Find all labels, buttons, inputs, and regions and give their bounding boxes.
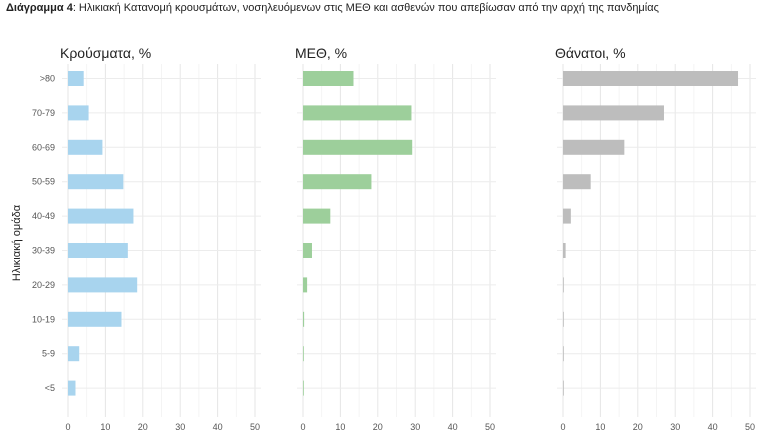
panel-title-0: Κρούσματα, % <box>60 45 151 61</box>
x-tick-label-0-30: 30 <box>175 422 185 432</box>
bar-0-60-69 <box>68 139 103 155</box>
x-tick-label-2-10: 10 <box>595 422 605 432</box>
bar-2-30-39 <box>563 243 566 258</box>
bar-2-5-9 <box>563 346 564 362</box>
x-tick-label-0-20: 20 <box>138 422 148 432</box>
bar-2-60-69 <box>563 139 625 155</box>
bar-0-5-9 <box>68 346 80 362</box>
bar-1-60-69 <box>303 139 413 155</box>
bar-2-80 <box>563 71 739 86</box>
bar-2-50-59 <box>563 174 591 190</box>
bar-2-10-19 <box>563 311 564 327</box>
bar-0-10-19 <box>68 311 122 327</box>
bar-1-50-59 <box>303 174 372 190</box>
x-tick-label-2-20: 20 <box>633 422 643 432</box>
x-tick-label-2-40: 40 <box>708 422 718 432</box>
x-tick-label-0-0: 0 <box>65 422 70 432</box>
y-tick-label-70-79: 70-79 <box>32 108 55 118</box>
x-tick-label-1-0: 0 <box>300 422 305 432</box>
x-tick-label-0-10: 10 <box>100 422 110 432</box>
bar-0-20-29 <box>68 277 138 293</box>
y-tick-label-30-39: 30-39 <box>32 246 55 256</box>
x-tick-label-2-50: 50 <box>745 422 755 432</box>
bar-1-30-39 <box>303 243 312 258</box>
y-tick-label-50-59: 50-59 <box>32 177 55 187</box>
bar-2-40-49 <box>563 208 571 224</box>
x-tick-label-1-50: 50 <box>485 422 495 432</box>
bar-0-50-59 <box>68 174 124 190</box>
bar-2-70-79 <box>563 105 664 121</box>
x-tick-label-2-30: 30 <box>670 422 680 432</box>
bar-1-40-49 <box>303 208 331 224</box>
caption-text: : Ηλικιακή Κατανομή κρουσμάτων, νοσηλευό… <box>72 2 659 14</box>
x-tick-label-2-0: 0 <box>560 422 565 432</box>
y-tick-label-5: <5 <box>45 383 55 393</box>
x-tick-label-0-40: 40 <box>213 422 223 432</box>
bar-1-10-19 <box>303 311 305 327</box>
bar-1-20-29 <box>303 277 308 293</box>
y-tick-label-20-29: 20-29 <box>32 280 55 290</box>
x-tick-label-1-10: 10 <box>335 422 345 432</box>
bar-0-70-79 <box>68 105 89 121</box>
bar-2-20-29 <box>563 277 564 293</box>
bar-1-5 <box>303 380 304 396</box>
y-tick-label-60-69: 60-69 <box>32 142 55 152</box>
bar-1-5-9 <box>303 346 304 362</box>
bar-1-70-79 <box>303 105 412 121</box>
bar-1-80 <box>303 71 354 86</box>
x-tick-label-1-30: 30 <box>410 422 420 432</box>
y-tick-label-40-49: 40-49 <box>32 211 55 221</box>
x-tick-label-1-40: 40 <box>448 422 458 432</box>
x-tick-label-0-50: 50 <box>250 422 260 432</box>
y-tick-label-5-9: 5-9 <box>42 349 55 359</box>
bar-0-5 <box>68 380 76 396</box>
bar-2-5 <box>563 380 564 396</box>
panel-title-1: ΜΕΘ, % <box>295 45 347 61</box>
bar-0-30-39 <box>68 243 128 258</box>
caption-label: Διάγραμμα 4 <box>6 2 73 14</box>
panel-title-2: Θάνατοι, % <box>555 45 626 61</box>
y-tick-label-80: >80 <box>40 74 55 84</box>
y-tick-label-10-19: 10-19 <box>32 314 55 324</box>
bar-0-80 <box>68 71 84 86</box>
x-tick-label-1-20: 20 <box>373 422 383 432</box>
y-axis-title: Ηλικιακή ομάδα <box>11 204 23 281</box>
bar-0-40-49 <box>68 208 134 224</box>
figure-caption: Διάγραμμα 4: Ηλικιακή Κατανομή κρουσμάτω… <box>6 2 659 14</box>
